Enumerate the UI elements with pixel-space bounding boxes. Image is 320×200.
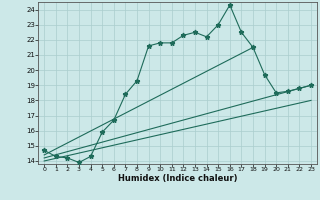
- X-axis label: Humidex (Indice chaleur): Humidex (Indice chaleur): [118, 174, 237, 183]
